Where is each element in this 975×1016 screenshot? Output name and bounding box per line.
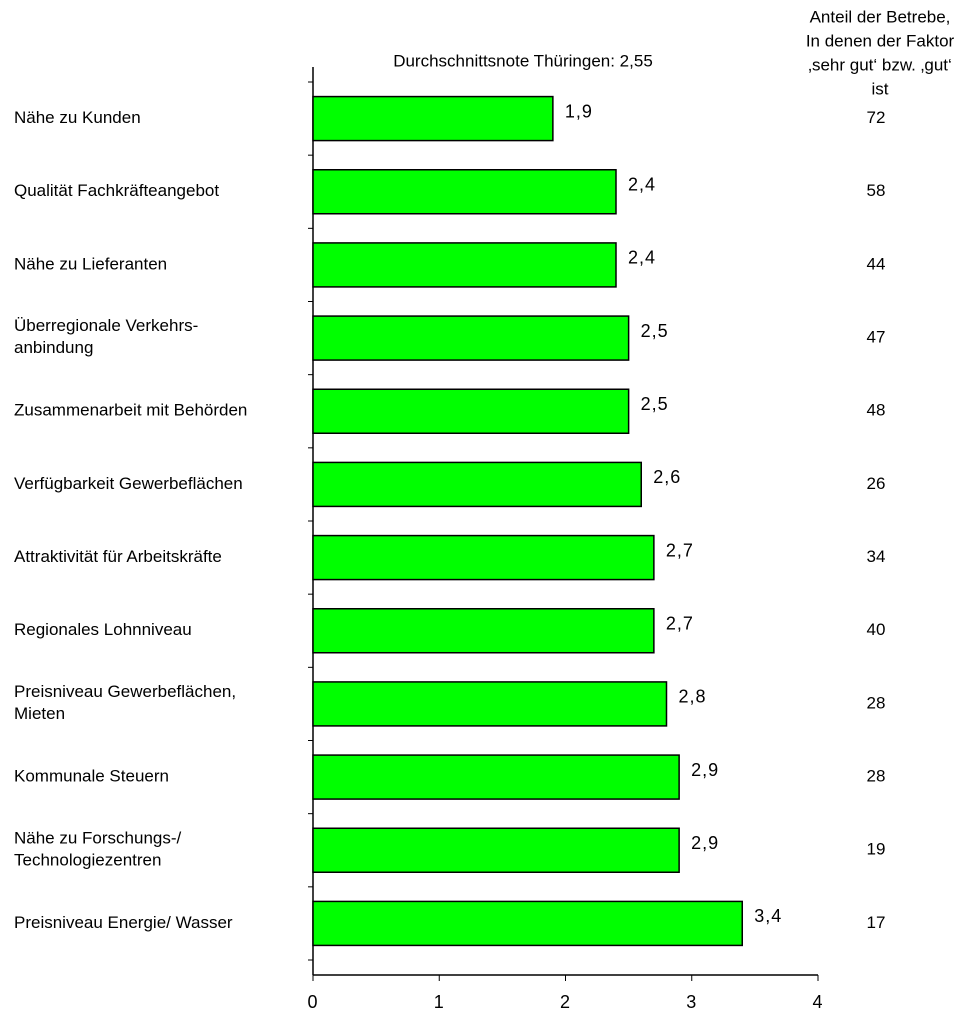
bar <box>312 900 743 947</box>
share-value: 48 <box>867 401 886 420</box>
share-value: 26 <box>867 474 886 493</box>
bar <box>312 95 554 142</box>
bar <box>312 534 655 581</box>
share-header: In denen der Faktor <box>806 31 955 50</box>
category-label: Nähe zu Forschungs-/Technologiezentren <box>14 829 182 870</box>
category-label: Attraktivität für Arbeitskräfte <box>14 547 222 566</box>
share-value: 17 <box>867 913 886 932</box>
value-label: 1,9 <box>565 101 593 121</box>
bar <box>312 169 617 215</box>
share-value: 47 <box>867 328 886 347</box>
category-label: Überregionale Verkehrs-anbindung <box>14 317 198 358</box>
bar <box>312 754 680 800</box>
share-value: 28 <box>867 693 886 712</box>
bar <box>312 388 630 434</box>
bar <box>312 315 630 361</box>
x-tick-label: 4 <box>812 992 823 1012</box>
share-value: 44 <box>867 254 886 273</box>
category-label: Preisniveau Energie/ Wasser <box>14 913 233 932</box>
bar <box>312 681 668 727</box>
value-label: 3,4 <box>754 906 782 926</box>
share-header: Anteil der Betrebe, <box>810 7 951 26</box>
value-label: 2,5 <box>641 394 669 414</box>
chart-title: Durchschnittsnote Thüringen: 2,55 <box>393 51 653 70</box>
value-label: 2,5 <box>641 321 669 341</box>
value-label: 2,4 <box>628 175 656 195</box>
category-label: Verfügbarkeit Gewerbeflächen <box>14 474 243 493</box>
share-header: ist <box>872 79 889 98</box>
bar <box>312 827 680 873</box>
share-value: 28 <box>867 767 886 786</box>
category-label: Regionales Lohnniveau <box>14 620 192 639</box>
category-label: Qualität Fachkräfteangebot <box>14 181 219 200</box>
x-tick-label: 2 <box>560 992 571 1012</box>
x-tick-label: 0 <box>307 992 318 1012</box>
value-label: 2,6 <box>653 467 681 487</box>
share-value: 72 <box>867 108 886 127</box>
category-label: Zusammenarbeit mit Behörden <box>14 401 247 420</box>
value-label: 2,4 <box>628 248 656 268</box>
x-tick-label: 3 <box>686 992 697 1012</box>
value-label: 2,9 <box>691 833 719 853</box>
category-label: Kommunale Steuern <box>14 767 169 786</box>
bar <box>312 608 655 654</box>
category-label: Nähe zu Kunden <box>14 108 141 127</box>
category-label: Preisniveau Gewerbeflächen, Mieten <box>14 682 236 723</box>
share-value: 40 <box>867 620 886 639</box>
bar <box>312 242 617 288</box>
value-label: 2,7 <box>666 614 694 634</box>
share-value: 58 <box>867 181 886 200</box>
share-header: ‚sehr gut‘ bzw. ‚gut‘ <box>808 55 952 74</box>
value-label: 2,8 <box>679 687 707 707</box>
category-label: Nähe zu Lieferanten <box>14 254 167 273</box>
bar <box>312 461 642 508</box>
share-value: 19 <box>867 840 886 859</box>
value-label: 2,9 <box>691 760 719 780</box>
x-tick-label: 1 <box>434 992 445 1012</box>
value-label: 2,7 <box>666 540 694 560</box>
share-value: 34 <box>867 547 886 566</box>
